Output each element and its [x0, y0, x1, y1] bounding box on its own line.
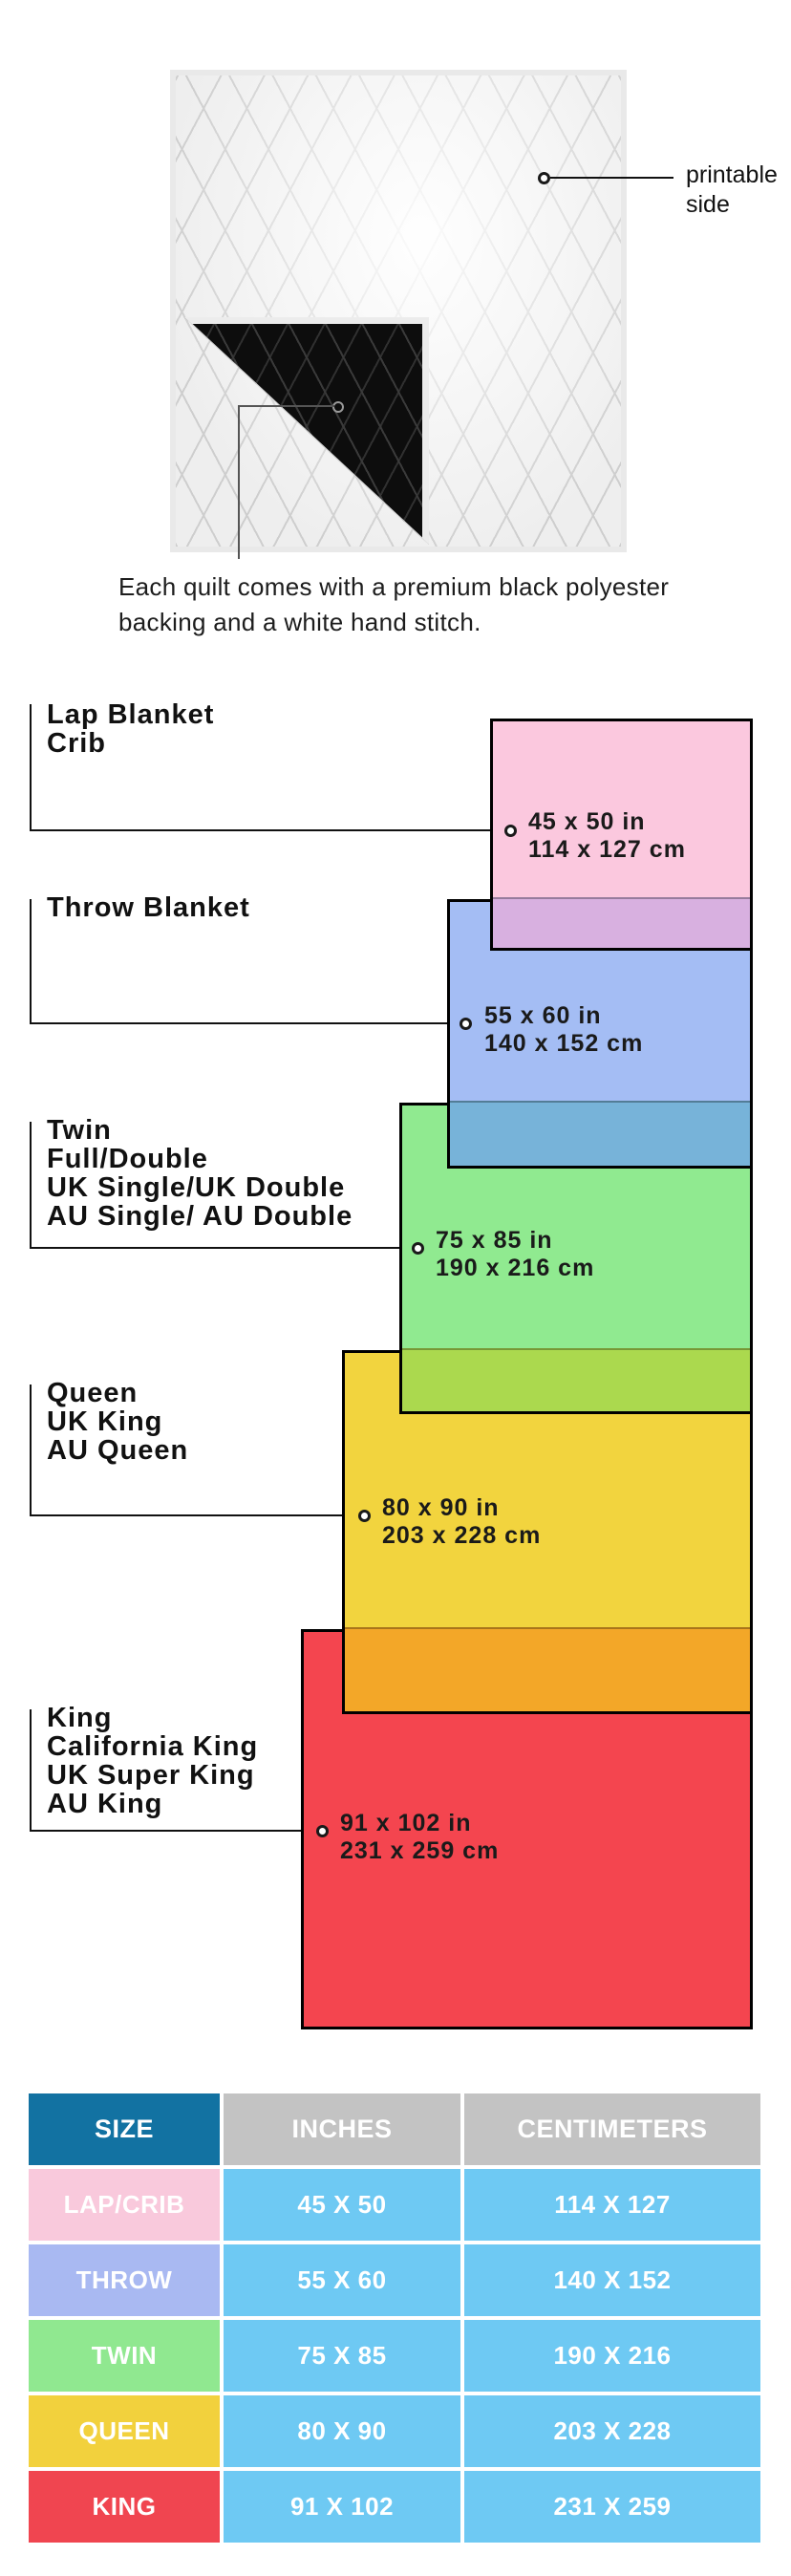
- fold-crease-edge: [184, 317, 429, 545]
- fold-edge-right: [422, 317, 429, 545]
- table-header-centimeters: CENTIMETERS: [464, 2093, 760, 2165]
- callout-line-twin-h: [30, 1247, 411, 1249]
- printable-side-callout-line: [550, 177, 673, 179]
- black-backing-callout-line-v: [238, 405, 240, 559]
- dim-lap-inches: 45 x 50 in: [528, 808, 646, 835]
- label-throw-line1: Throw Blanket: [47, 892, 250, 923]
- callout-line-king-v: [30, 1709, 32, 1831]
- overlap-queen-king: [345, 1627, 750, 1711]
- quilt-photo: [170, 70, 627, 552]
- dim-twin: 75 x 85 in 190 x 216 cm: [436, 1227, 594, 1282]
- dim-throw-inches: 55 x 60 in: [484, 1002, 602, 1029]
- table-row-twin-inches: 75 X 85: [224, 2320, 460, 2392]
- table-row-throw-inches: 55 X 60: [224, 2244, 460, 2316]
- label-twin-line2: Full/Double: [47, 1144, 208, 1174]
- table-row-king-inches: 91 X 102: [224, 2471, 460, 2543]
- dim-king-inches: 91 x 102 in: [340, 1810, 472, 1836]
- label-queen-line3: AU Queen: [47, 1435, 189, 1466]
- fold-edge-top: [184, 317, 429, 324]
- table-row-king-cm: 231 X 259: [464, 2471, 760, 2543]
- callout-line-throw-v: [30, 899, 32, 1023]
- size-table: SIZE INCHES CENTIMETERS LAP/CRIB 45 X 50…: [29, 2093, 761, 2543]
- table-row-throw-size: THROW: [29, 2244, 220, 2316]
- label-lap-crib: Lap Blanket Crib: [47, 700, 214, 758]
- table-row-lap-cm: 114 X 127: [464, 2169, 760, 2241]
- quilt-caption-line2: backing and a white hand stitch.: [118, 608, 481, 636]
- label-king: King California King UK Super King AU Ki…: [47, 1704, 258, 1818]
- table-row-king-size: KING: [29, 2471, 220, 2543]
- dim-throw: 55 x 60 in 140 x 152 cm: [484, 1002, 643, 1058]
- printable-side-label-line2: side: [686, 191, 730, 218]
- dim-dot-lap-icon: [504, 825, 517, 837]
- table-row-throw-cm: 140 X 152: [464, 2244, 760, 2316]
- callout-line-twin-v: [30, 1122, 32, 1248]
- dim-king-cm: 231 x 259 cm: [340, 1837, 500, 1864]
- dim-king: 91 x 102 in 231 x 259 cm: [340, 1810, 499, 1865]
- label-queen-line2: UK King: [47, 1406, 163, 1437]
- table-row-lap-inches: 45 X 50: [224, 2169, 460, 2241]
- dim-dot-twin-icon: [412, 1242, 424, 1255]
- label-king-line2: California King: [47, 1731, 259, 1762]
- printable-side-label: printable side: [686, 161, 778, 220]
- dim-throw-cm: 140 x 152 cm: [484, 1030, 644, 1057]
- label-throw: Throw Blanket: [47, 893, 250, 922]
- size-rect-lap-crib: [490, 719, 753, 951]
- label-queen: Queen UK King AU Queen: [47, 1379, 188, 1465]
- quilt-caption: Each quilt comes with a premium black po…: [118, 569, 669, 640]
- callout-line-queen-h: [30, 1514, 358, 1516]
- table-row-twin-size: TWIN: [29, 2320, 220, 2392]
- printable-side-label-line1: printable: [686, 161, 778, 188]
- overlap-lap-throw: [493, 897, 750, 948]
- overlap-twin-queen: [402, 1348, 750, 1411]
- callout-line-king-h: [30, 1830, 316, 1832]
- label-twin-line1: Twin: [47, 1115, 112, 1146]
- label-king-line3: UK Super King: [47, 1760, 255, 1791]
- label-twin-line3: UK Single/UK Double: [47, 1172, 346, 1203]
- table-header-inches: INCHES: [224, 2093, 460, 2165]
- dim-queen: 80 x 90 in 203 x 228 cm: [382, 1494, 541, 1550]
- callout-line-lap-v: [30, 704, 32, 830]
- dim-queen-inches: 80 x 90 in: [382, 1494, 500, 1521]
- black-backing-callout-line-h: [238, 405, 334, 407]
- table-row-queen-cm: 203 X 228: [464, 2395, 760, 2467]
- label-lap-line1: Lap Blanket: [47, 699, 215, 730]
- dim-dot-queen-icon: [358, 1510, 371, 1522]
- quilt-black-backing-fold: [184, 317, 429, 545]
- table-row-lap-size: LAP/CRIB: [29, 2169, 220, 2241]
- table-row-queen-inches: 80 X 90: [224, 2395, 460, 2467]
- callout-line-throw-h: [30, 1022, 459, 1024]
- dim-twin-cm: 190 x 216 cm: [436, 1255, 595, 1281]
- table-header-size: SIZE: [29, 2093, 220, 2165]
- label-queen-line1: Queen: [47, 1378, 139, 1408]
- label-twin: Twin Full/Double UK Single/UK Double AU …: [47, 1116, 353, 1231]
- callout-line-queen-v: [30, 1385, 32, 1515]
- label-twin-line4: AU Single/ AU Double: [47, 1201, 353, 1232]
- overlap-throw-twin: [450, 1101, 750, 1166]
- table-row-queen-size: QUEEN: [29, 2395, 220, 2467]
- label-lap-line2: Crib: [47, 728, 106, 759]
- black-backing-dot-icon: [332, 401, 344, 413]
- dim-twin-inches: 75 x 85 in: [436, 1227, 553, 1254]
- table-row-twin-cm: 190 X 216: [464, 2320, 760, 2392]
- dim-queen-cm: 203 x 228 cm: [382, 1522, 542, 1549]
- callout-line-lap-h: [30, 829, 504, 831]
- label-king-line4: AU King: [47, 1789, 163, 1819]
- quilt-caption-line1: Each quilt comes with a premium black po…: [118, 572, 670, 601]
- printable-side-dot-icon: [538, 172, 550, 184]
- dim-lap: 45 x 50 in 114 x 127 cm: [528, 808, 686, 864]
- dim-dot-throw-icon: [460, 1018, 472, 1030]
- label-king-line1: King: [47, 1703, 113, 1733]
- dim-lap-cm: 114 x 127 cm: [528, 836, 686, 863]
- dim-dot-king-icon: [316, 1825, 329, 1837]
